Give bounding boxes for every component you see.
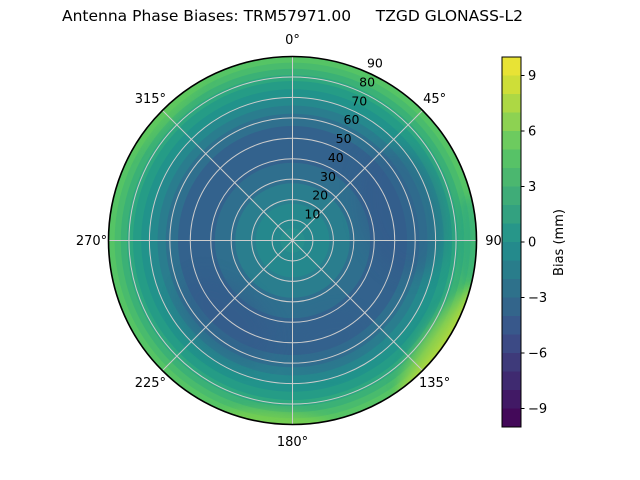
- colorbar-tick-label: −9: [528, 402, 547, 417]
- radial-tick-label: 90: [367, 55, 383, 70]
- colorbar-band: [502, 94, 521, 113]
- angular-tick-label: 45°: [423, 92, 446, 107]
- colorbar-band: [502, 297, 521, 317]
- grid-spoke: [292, 240, 423, 371]
- colorbar-band: [502, 75, 521, 95]
- angular-tick-label: 135°: [419, 376, 450, 391]
- radial-tick-label: 20: [312, 188, 328, 203]
- polar-gridlines: [108, 56, 477, 425]
- colorbar-band: [502, 112, 521, 132]
- colorbar-band: [502, 353, 521, 372]
- colorbar-band: [502, 223, 521, 243]
- radial-tick-label: 50: [336, 131, 352, 146]
- grid-spoke: [292, 110, 423, 241]
- colorbar-band: [502, 131, 521, 150]
- colorbar-band: [502, 334, 521, 354]
- radial-tick-label: 70: [351, 93, 367, 108]
- colorbar-tick-label: 0: [528, 236, 536, 251]
- colorbar-band: [502, 390, 521, 409]
- angular-tick-label: 180°: [277, 435, 308, 450]
- chart-title: Antenna Phase Biases: TRM57971.00 TZGD G…: [61, 7, 524, 25]
- angular-tick-label: 270°: [76, 234, 107, 249]
- radial-tick-label: 40: [328, 150, 344, 165]
- angular-tick-labels: 0° 45° 90 135° 180° 225° 270° 315°: [76, 33, 502, 450]
- colorbar-band: [502, 316, 521, 335]
- radial-tick-label: 10: [304, 207, 320, 222]
- colorbar-band: [502, 408, 521, 428]
- colorbar-band: [502, 168, 521, 187]
- colorbar-band: [502, 242, 521, 261]
- colorbar-tick-label: 9: [528, 69, 536, 84]
- colorbar-band: [502, 149, 521, 169]
- colorbar-tick-label: 3: [528, 180, 536, 195]
- colorbar-band: [502, 279, 521, 298]
- bright-rim-s: [216, 410, 337, 425]
- polar-outline: [107, 55, 478, 426]
- colorbar-tick-label: 6: [528, 125, 536, 140]
- radial-tick-label: 30: [320, 169, 336, 184]
- colorbar: 9 6 3 0 −3 −6 −9 Bias (mm): [501, 56, 567, 428]
- angular-tick-label: 0°: [285, 33, 300, 48]
- colorbar-axis-label: Bias (mm): [552, 209, 567, 276]
- colorbar-band: [502, 371, 521, 391]
- radial-tick-label: 80: [359, 74, 375, 89]
- radial-tick-labels: 10 20 30 40 50 60 70 80 90: [304, 55, 383, 221]
- colorbar-band: [502, 186, 521, 206]
- radial-tick-label: 60: [344, 112, 360, 127]
- colorbar-band: [502, 57, 521, 76]
- colorbar-tick-label: −6: [528, 347, 547, 362]
- angular-tick-label: 315°: [135, 92, 166, 107]
- colorbar-band: [502, 205, 521, 224]
- angular-tick-label: 225°: [135, 376, 166, 391]
- grid-spoke: [162, 240, 293, 371]
- colorbar-band: [502, 260, 521, 280]
- angular-tick-label: 90: [485, 234, 502, 249]
- grid-spoke: [162, 110, 293, 241]
- colorbar-tick-label: −3: [528, 291, 547, 306]
